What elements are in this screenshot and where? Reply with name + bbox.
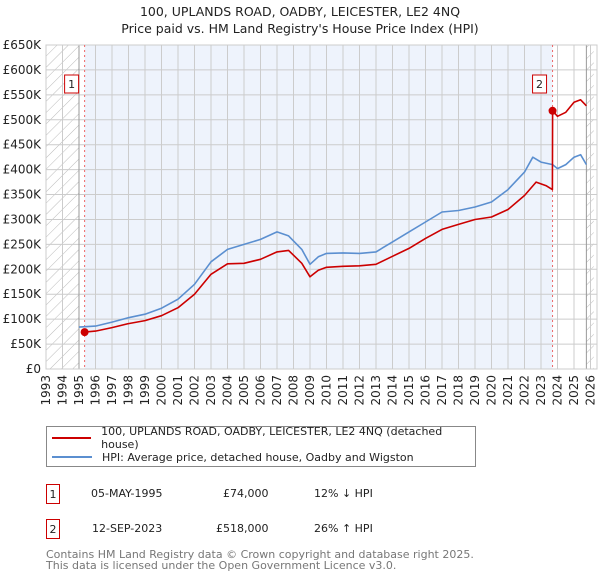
x-tick-label: 2022: [518, 375, 532, 406]
plot-border: [45, 44, 598, 370]
y-tick-label: £600K: [3, 63, 43, 77]
x-tick-label: 2005: [237, 375, 251, 406]
sale-price: £74,000: [223, 487, 269, 500]
legend-line-blue: [52, 456, 92, 458]
y-tick-label: £150K: [3, 287, 43, 301]
x-tick-label: 1999: [138, 375, 152, 406]
x-tick-label: 1998: [122, 375, 136, 406]
x-tick-label: 2009: [303, 375, 317, 406]
sale-date: 12-SEP-2023: [92, 522, 163, 535]
sale-label-number: 2: [536, 78, 543, 91]
footer-licence: This data is licensed under the Open Gov…: [46, 559, 397, 572]
x-tick-label: 2021: [501, 375, 515, 406]
x-tick-label: 2023: [534, 375, 548, 406]
chart-title: 100, UPLANDS ROAD, OADBY, LEICESTER, LE2…: [139, 4, 461, 19]
legend-line-red: [52, 437, 92, 439]
x-tick-label: 1996: [89, 375, 103, 406]
y-tick-label: £250K: [3, 237, 43, 251]
sale-hpi-diff: 26% ↑ HPI: [314, 522, 373, 535]
sale-label-box: [532, 74, 548, 94]
y-tick-label: £450K: [3, 138, 43, 152]
x-tick-label: 2020: [485, 375, 499, 406]
shaded-ownership-period: [84, 45, 553, 369]
x-tick-label: 2024: [551, 375, 565, 406]
y-tick-label: £50K: [10, 337, 42, 351]
x-tick-label: 2013: [369, 375, 383, 406]
x-tick-label: 2018: [452, 375, 466, 406]
sale-price: £518,000: [216, 522, 269, 535]
x-tick-label: 2006: [254, 375, 268, 406]
sale-label-box: [64, 74, 80, 94]
footer-copyright: Contains HM Land Registry data © Crown c…: [46, 548, 474, 561]
y-tick-label: £0: [26, 362, 41, 376]
x-tick-label: 2025: [567, 375, 581, 406]
legend-label: HPI: Average price, detached house, Oadb…: [102, 450, 414, 464]
hpi-line: [78, 153, 588, 328]
x-tick-label: 2002: [188, 375, 202, 406]
sale-date: 05-MAY-1995: [91, 487, 163, 500]
chart-legend: 100, UPLANDS ROAD, OADBY, LEICESTER, LE2…: [46, 425, 476, 467]
x-tick-label: 2008: [287, 375, 301, 406]
y-tick-label: £300K: [3, 212, 43, 226]
x-tick-label: 2026: [584, 375, 598, 406]
x-tick-label: 2015: [402, 375, 416, 406]
legend-item-hpi: HPI: Average price, detached house, Oadb…: [52, 449, 414, 465]
x-tick-label: 2000: [155, 375, 169, 406]
y-tick-label: £200K: [3, 262, 43, 276]
x-tick-label: 2010: [320, 375, 334, 406]
x-tick-label: 2001: [171, 375, 185, 406]
sale-point-marker: [548, 106, 557, 115]
x-tick-label: 1993: [39, 375, 53, 406]
property-price-line: [84, 99, 587, 333]
x-tick-label: 2019: [468, 375, 482, 406]
x-tick-label: 1994: [56, 375, 70, 406]
x-tick-label: 2016: [419, 375, 433, 406]
sale-point-marker: [80, 328, 89, 337]
x-tick-label: 2004: [221, 375, 235, 406]
y-tick-label: £650K: [3, 38, 43, 52]
x-tick-label: 2017: [435, 375, 449, 406]
sale-label-number: 1: [68, 78, 75, 91]
x-tick-label: 1995: [72, 375, 86, 406]
y-tick-label: £350K: [3, 188, 43, 202]
y-tick-label: £100K: [3, 312, 43, 326]
x-tick-label: 2003: [204, 375, 218, 406]
legend-item-property: 100, UPLANDS ROAD, OADBY, LEICESTER, LE2…: [52, 425, 475, 451]
sale-marker-badge: 1: [46, 484, 60, 504]
y-tick-label: £550K: [3, 88, 43, 102]
x-tick-label: 2014: [386, 375, 400, 406]
legend-label: 100, UPLANDS ROAD, OADBY, LEICESTER, LE2…: [101, 425, 443, 451]
price-chart: £0 £50K £100K £150K £200K £250K £300K £350K £400…: [3, 38, 598, 406]
sale-hpi-diff: 12% ↓ HPI: [314, 487, 373, 500]
chart-subtitle: Price paid vs. HM Land Registry's House …: [121, 21, 479, 36]
x-tick-label: 2007: [270, 375, 284, 406]
y-tick-label: £400K: [3, 163, 43, 177]
x-tick-label: 2011: [336, 375, 350, 406]
x-tick-label: 1997: [105, 375, 119, 406]
sale-marker-badge: 2: [46, 519, 60, 539]
x-tick-label: 2012: [353, 375, 367, 406]
y-tick-label: £500K: [3, 113, 43, 127]
